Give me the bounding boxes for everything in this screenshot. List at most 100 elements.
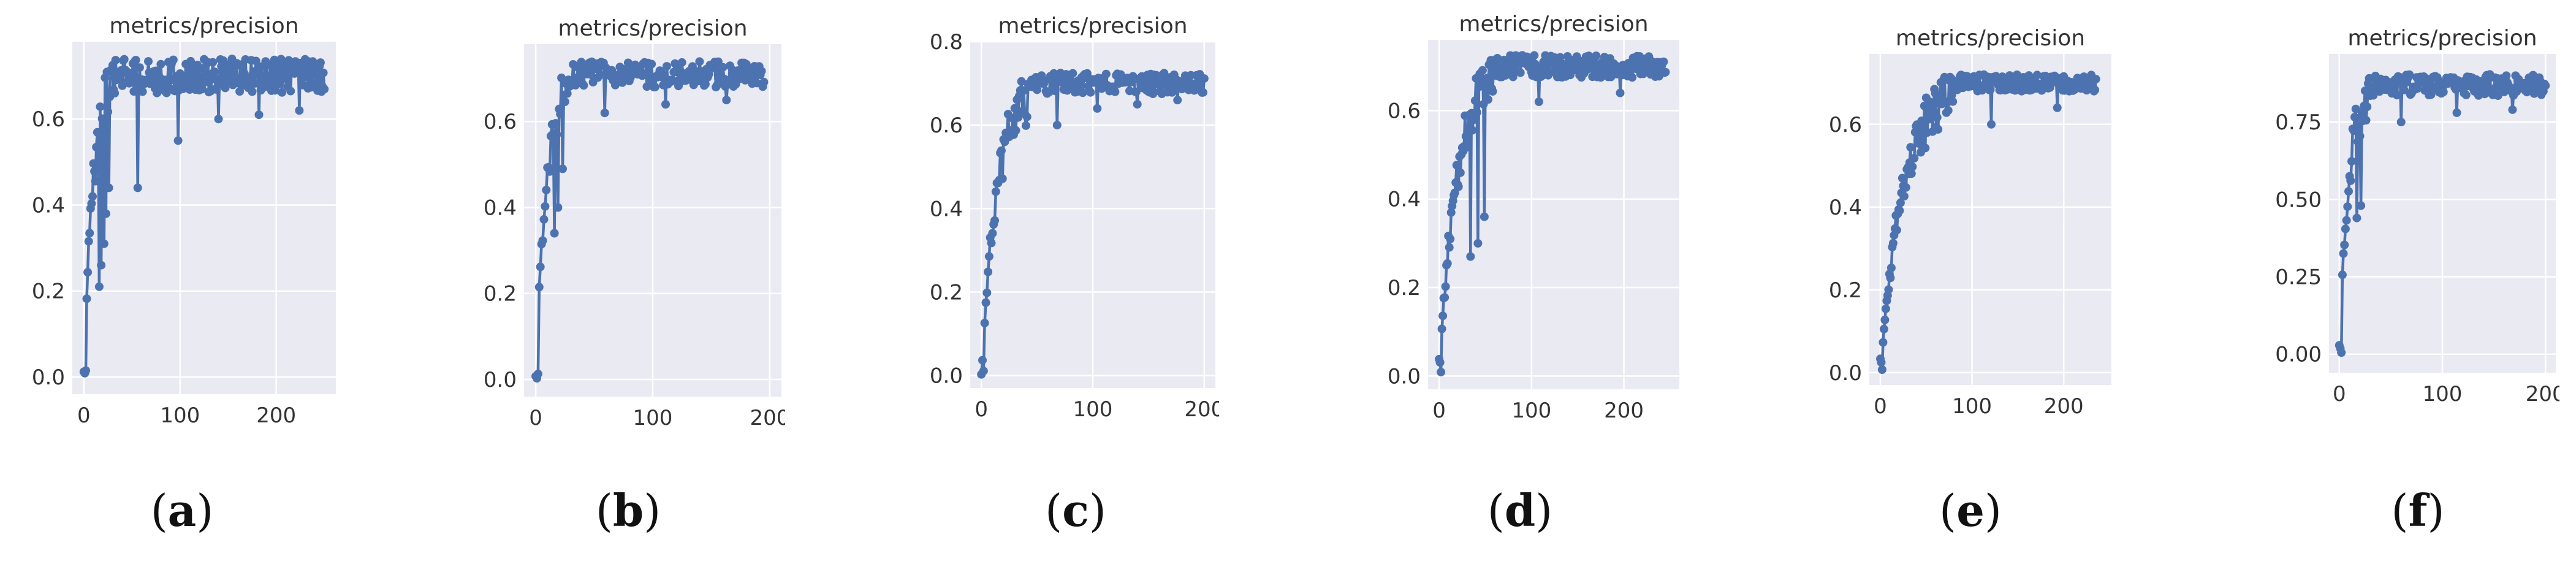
data-point — [2338, 270, 2347, 280]
data-point — [1917, 116, 1926, 126]
data-point — [133, 183, 142, 192]
data-point — [1463, 132, 1472, 142]
x-tick-label: 200 — [1184, 397, 1219, 422]
data-point — [2452, 108, 2461, 117]
data-point — [1466, 252, 1475, 261]
y-tick-label: 0.6 — [1829, 113, 1862, 137]
data-point — [210, 67, 219, 77]
chart-panel-d: 0 100 200 0.0 0.2 0.4 0.6 metrics/precision — [1388, 12, 1679, 423]
y-tick-label: 0.0 — [32, 365, 65, 390]
data-point — [1934, 125, 1943, 134]
y-tick-label: 0.4 — [930, 197, 963, 221]
data-point — [1486, 77, 1494, 86]
data-point — [1173, 96, 1182, 105]
x-tick-label: 100 — [1511, 398, 1551, 423]
data-point — [1879, 324, 1888, 333]
panel-caption-a: (a) — [150, 484, 214, 536]
data-point — [1884, 285, 1893, 294]
data-point — [1898, 173, 1907, 183]
data-point — [308, 57, 317, 66]
data-point — [990, 216, 999, 225]
data-point — [984, 267, 993, 276]
x-tick-label: 200 — [1604, 398, 1644, 423]
data-point — [82, 366, 90, 375]
data-point — [557, 74, 566, 82]
data-point — [647, 59, 656, 69]
data-point — [138, 87, 147, 96]
data-point — [988, 229, 997, 238]
data-point — [998, 174, 1007, 183]
series-markers — [2335, 70, 2550, 357]
data-point — [1880, 315, 1890, 324]
data-point — [1948, 97, 1958, 106]
data-point — [2502, 71, 2511, 80]
data-point — [1879, 338, 1888, 347]
plot-area — [1428, 40, 1679, 389]
x-tick-label: 0 — [77, 403, 91, 428]
data-point — [1895, 206, 1904, 215]
data-point — [1470, 115, 1479, 124]
data-point — [1534, 97, 1543, 106]
chart-panel-f: 0 100 200 0.00 0.25 0.50 0.75 metrics/precision — [2275, 26, 2559, 406]
x-tick-label: 100 — [1073, 397, 1113, 422]
data-point — [83, 268, 93, 277]
data-point — [586, 70, 595, 79]
data-point — [2032, 70, 2042, 80]
data-point — [1021, 121, 1030, 130]
y-tick-label: 0.50 — [2275, 188, 2322, 212]
data-point — [295, 106, 304, 115]
data-point — [997, 146, 1006, 155]
data-point — [104, 107, 113, 116]
chart-title: metrics/precision — [998, 13, 1187, 39]
data-point — [131, 56, 140, 64]
data-point — [1556, 53, 1565, 62]
data-point — [97, 114, 107, 123]
y-tick-label: 0.2 — [484, 282, 517, 307]
panel-caption-f: (f) — [2391, 484, 2445, 536]
data-point — [90, 167, 99, 176]
series-markers — [977, 69, 1209, 379]
y-tick-label: 0.4 — [1829, 196, 1862, 220]
data-point — [2413, 84, 2422, 93]
data-point — [759, 77, 769, 86]
x-tick-label: 200 — [2044, 394, 2084, 419]
y-tick-label: 0.2 — [1829, 278, 1862, 303]
data-point — [1899, 192, 1909, 200]
data-point — [91, 177, 100, 186]
data-point — [1943, 106, 1953, 115]
data-point — [1986, 85, 1995, 94]
data-point — [1929, 107, 1938, 116]
data-point — [2363, 102, 2372, 112]
data-point — [695, 57, 704, 66]
data-point — [980, 318, 989, 327]
data-point — [2396, 118, 2406, 127]
data-point — [2355, 132, 2365, 140]
data-point — [718, 63, 728, 72]
data-point — [101, 209, 110, 218]
data-point — [2339, 249, 2348, 258]
plot-area — [72, 42, 336, 394]
data-point — [84, 237, 93, 246]
data-point — [979, 367, 988, 376]
y-tick-label: 0.00 — [2275, 343, 2322, 367]
data-point — [1454, 182, 1463, 191]
data-point — [2346, 176, 2355, 185]
data-point — [2343, 202, 2352, 212]
data-point — [2349, 126, 2358, 135]
x-tick-label: 0 — [1432, 398, 1446, 423]
y-tick-label: 0.0 — [1388, 364, 1421, 389]
data-point — [1877, 365, 1886, 374]
data-point — [978, 356, 987, 365]
data-point — [1468, 126, 1477, 135]
data-point — [1149, 90, 1158, 98]
data-point — [1932, 113, 1942, 122]
data-point — [984, 252, 994, 261]
data-point — [981, 298, 990, 307]
data-point — [212, 85, 221, 94]
data-point — [1661, 67, 1670, 77]
data-point — [1892, 226, 1901, 235]
data-point — [208, 58, 218, 67]
x-tick-label: 100 — [2423, 382, 2463, 406]
y-tick-label: 0.6 — [32, 107, 65, 132]
data-point — [1921, 143, 1930, 153]
